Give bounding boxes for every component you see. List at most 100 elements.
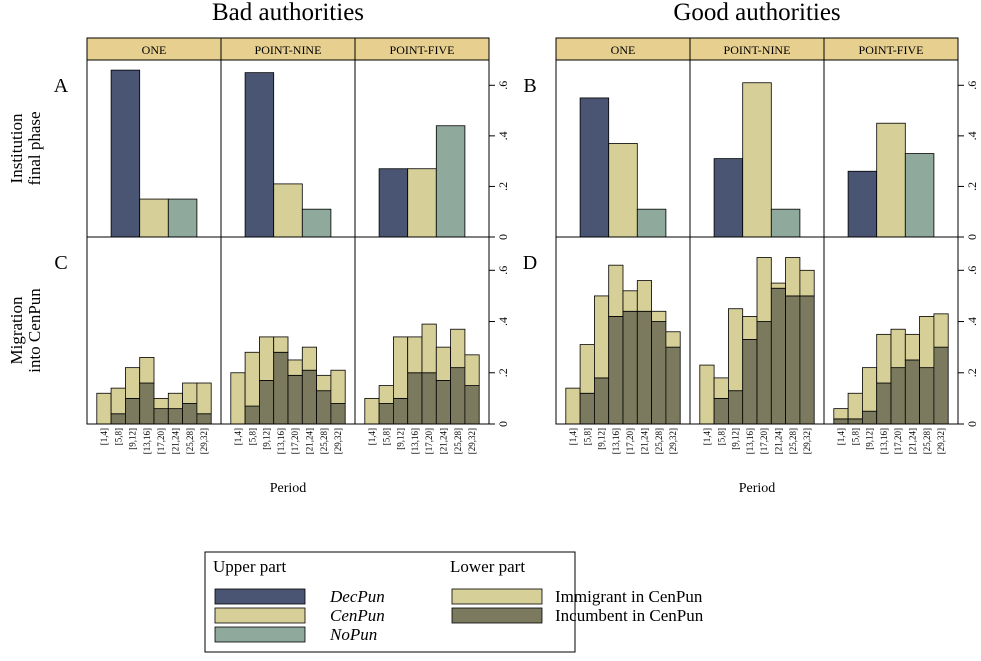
bar-segment: [258, 336, 275, 381]
bar-segment: [421, 372, 437, 425]
bar-segment: [594, 377, 610, 425]
bar-segment: [287, 374, 303, 425]
panel-label: C: [54, 252, 67, 274]
x-tick-label: [1,4]: [568, 428, 578, 445]
bar-segment: [622, 290, 638, 312]
bar-segment: [919, 316, 935, 369]
bar-segment: [785, 257, 801, 297]
bar-segment: [96, 392, 112, 425]
bar: [742, 82, 772, 238]
x-axis-label: Period: [739, 481, 776, 496]
strip-label: POINT-FIVE: [390, 43, 455, 57]
x-tick-label: [1,4]: [702, 428, 712, 445]
y-tick-label: .4: [496, 131, 510, 140]
bar-segment: [799, 269, 815, 297]
bar: [770, 208, 801, 238]
bar-segment: [565, 387, 581, 425]
legend-label: NoPun: [329, 625, 377, 644]
x-tick-label: [1,4]: [836, 428, 846, 445]
bar: [407, 168, 437, 238]
bar-segment: [301, 346, 317, 371]
bar-segment: [110, 387, 126, 415]
bar-segment: [196, 382, 212, 415]
strip-label: ONE: [611, 43, 636, 57]
x-tick-label: [5,8]: [850, 428, 860, 445]
bar-segment: [392, 397, 409, 425]
bar-segment: [450, 367, 466, 425]
legend-label: CenPun: [330, 606, 385, 625]
bar-segment: [273, 351, 289, 425]
legend-box: [204, 551, 576, 653]
bar-segment: [847, 418, 863, 425]
bar-segment: [665, 346, 681, 425]
x-tick-label: [29,32]: [467, 428, 477, 454]
bar-segment: [407, 372, 423, 425]
x-tick-label: [25,28]: [922, 428, 932, 454]
x-tick-label: [5,8]: [247, 428, 257, 445]
y-axis-label: final phase: [25, 111, 44, 185]
y-tick-label: .6: [496, 266, 510, 275]
x-tick-label: [21,24]: [438, 428, 448, 454]
bar-segment: [756, 321, 772, 425]
panel-label: D: [523, 252, 537, 274]
bar-segment: [699, 364, 715, 425]
x-tick-label: [29,32]: [936, 428, 946, 454]
bar-segment: [378, 385, 394, 404]
bar-segment: [167, 408, 184, 425]
bar-segment: [756, 257, 772, 322]
bar: [876, 122, 906, 238]
legend-swatch: [451, 588, 543, 605]
bar: [579, 97, 610, 238]
bar-segment: [125, 367, 141, 399]
bar-segment: [287, 359, 303, 376]
bar-segment: [230, 372, 246, 425]
bar-segment: [258, 380, 275, 425]
bar-segment: [378, 403, 394, 425]
x-tick-label: [5,8]: [113, 428, 123, 445]
y-tick-label: .2: [496, 182, 510, 191]
bar-segment: [904, 359, 920, 425]
bar: [139, 198, 169, 238]
bar-segment: [579, 392, 595, 425]
x-tick-label: [21,24]: [170, 428, 180, 454]
y-tick-label: 0: [496, 421, 510, 427]
bar: [435, 125, 466, 238]
bar-segment: [933, 313, 949, 348]
y-tick-label: .6: [965, 81, 979, 90]
bar: [636, 208, 667, 238]
bar-segment: [139, 356, 155, 384]
y-axis-label: Institution: [7, 113, 26, 183]
x-tick-label: [25,28]: [453, 428, 463, 454]
bar: [713, 158, 744, 238]
bar-segment: [742, 339, 758, 425]
bar-segment: [770, 282, 786, 289]
x-tick-label: [29,32]: [668, 428, 678, 454]
x-tick-label: [25,28]: [788, 428, 798, 454]
bar-segment: [301, 369, 317, 425]
bar-segment: [244, 351, 260, 407]
bar-segment: [364, 397, 380, 425]
x-tick-label: [9,12]: [597, 428, 607, 450]
x-tick-label: [17,20]: [424, 428, 434, 454]
bar-segment: [594, 295, 610, 379]
y-tick-label: .6: [496, 81, 510, 90]
x-tick-label: [25,28]: [185, 428, 195, 454]
bar-segment: [392, 336, 409, 399]
bar-segment: [608, 316, 624, 425]
x-tick-label: [17,20]: [625, 428, 635, 454]
x-tick-label: [13,16]: [879, 428, 889, 454]
bar-segment: [833, 418, 849, 425]
bar-segment: [799, 295, 815, 425]
bar-segment: [742, 316, 758, 340]
bar-segment: [450, 328, 466, 369]
bar-segment: [167, 392, 184, 410]
strip-label: POINT-NINE: [255, 43, 322, 57]
bar-segment: [933, 346, 949, 425]
panel-label: B: [523, 75, 536, 97]
bar: [301, 208, 332, 238]
bar-segment: [713, 377, 729, 399]
bar-segment: [651, 310, 667, 322]
x-tick-label: [9,12]: [262, 428, 272, 450]
x-tick-label: [21,24]: [639, 428, 649, 454]
strip-label: POINT-NINE: [724, 43, 791, 57]
